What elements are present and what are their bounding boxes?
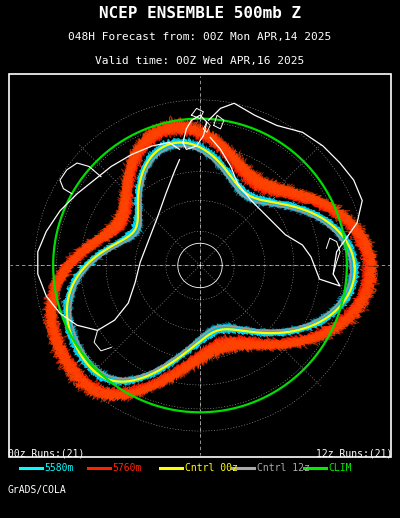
Text: 12z Runs:(21): 12z Runs:(21) xyxy=(316,448,392,458)
Text: Cntrl 00z: Cntrl 00z xyxy=(185,464,238,473)
Text: GrADS/COLA: GrADS/COLA xyxy=(8,485,67,495)
Text: NCEP ENSEMBLE 500mb Z: NCEP ENSEMBLE 500mb Z xyxy=(99,6,301,21)
Text: Cntrl 12z: Cntrl 12z xyxy=(257,464,310,473)
Text: CLIM: CLIM xyxy=(329,464,352,473)
Text: 5760m: 5760m xyxy=(113,464,142,473)
Text: 048H Forecast from: 00Z Mon APR,14 2025: 048H Forecast from: 00Z Mon APR,14 2025 xyxy=(68,32,332,41)
Text: Valid time: 00Z Wed APR,16 2025: Valid time: 00Z Wed APR,16 2025 xyxy=(95,55,305,66)
Text: 5580m: 5580m xyxy=(45,464,74,473)
Text: 00z Runs:(21): 00z Runs:(21) xyxy=(8,448,84,458)
